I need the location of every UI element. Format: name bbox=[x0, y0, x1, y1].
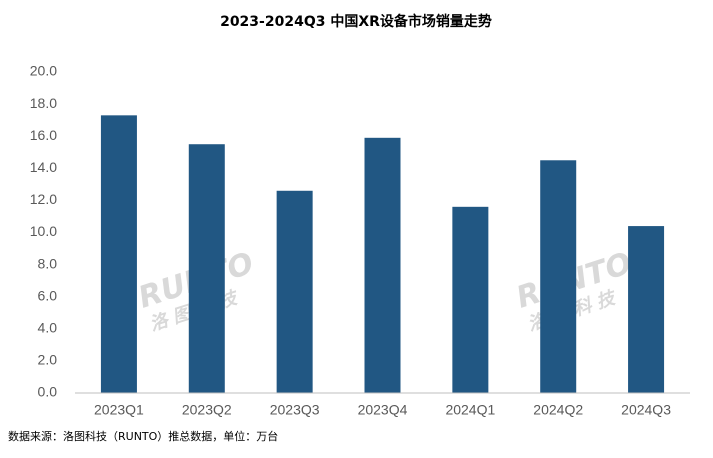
bar bbox=[364, 137, 401, 393]
bar bbox=[452, 206, 489, 393]
bar bbox=[540, 160, 577, 393]
y-tick-label: 6.0 bbox=[38, 287, 58, 303]
x-tick-label: 2023Q2 bbox=[182, 402, 232, 418]
x-tick-label: 2023Q4 bbox=[358, 402, 408, 418]
y-tick-label: 12.0 bbox=[30, 191, 57, 207]
source-note: 数据来源：洛图科技（RUNTO）推总数据，单位：万台 bbox=[8, 429, 278, 443]
x-tick-label: 2024Q1 bbox=[445, 402, 495, 418]
chart-title: 2023-2024Q3 中国XR设备市场销量走势 bbox=[220, 13, 492, 30]
y-tick-label: 14.0 bbox=[30, 159, 57, 175]
y-tick-label: 16.0 bbox=[30, 127, 57, 143]
y-tick-label: 20.0 bbox=[30, 63, 57, 79]
bar bbox=[100, 115, 137, 394]
y-tick-label: 4.0 bbox=[38, 320, 58, 336]
bar bbox=[628, 226, 665, 393]
y-tick-label: 2.0 bbox=[38, 352, 58, 368]
x-tick-label: 2023Q3 bbox=[270, 402, 320, 418]
x-tick-label: 2024Q2 bbox=[533, 402, 583, 418]
watermark: RUNTO洛图科技 bbox=[512, 246, 636, 336]
y-tick-label: 0.0 bbox=[38, 384, 58, 400]
x-tick-label: 2023Q1 bbox=[94, 402, 144, 418]
y-tick-label: 10.0 bbox=[30, 223, 57, 239]
bar bbox=[188, 144, 225, 393]
y-tick-label: 18.0 bbox=[30, 95, 57, 111]
x-tick-label: 2024Q3 bbox=[621, 402, 671, 418]
bar bbox=[276, 190, 313, 393]
y-tick-label: 8.0 bbox=[38, 255, 58, 271]
